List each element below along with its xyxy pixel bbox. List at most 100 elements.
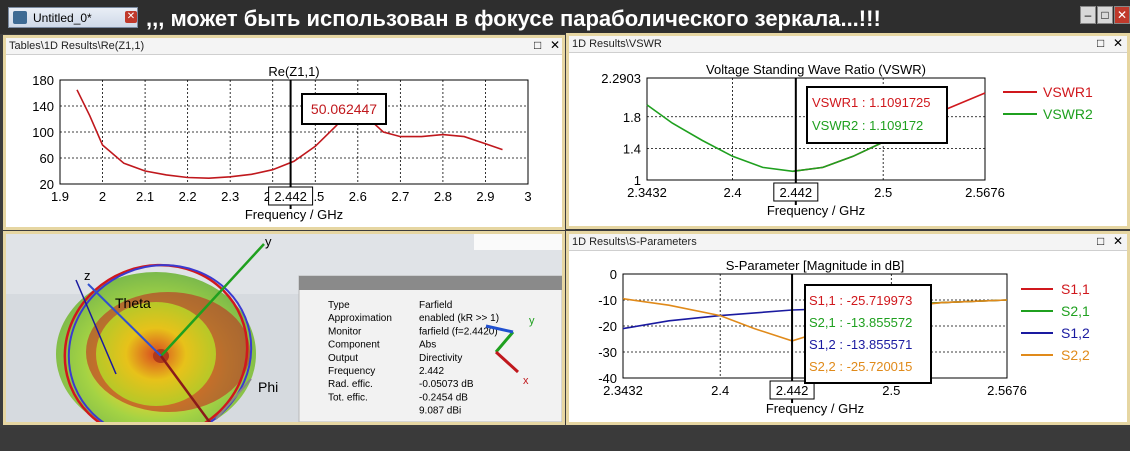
y-tick-label: 20 bbox=[40, 177, 54, 192]
info-value: Directivity bbox=[419, 353, 462, 364]
farfield-info-box bbox=[298, 275, 562, 422]
legend-label: S2,2 bbox=[1061, 347, 1090, 363]
x-axis-label: Frequency / GHz bbox=[766, 401, 864, 416]
x-tick-label: 2.3432 bbox=[603, 383, 643, 398]
y-tick-label: -30 bbox=[598, 345, 617, 360]
window-maximize-button[interactable]: □ bbox=[1097, 6, 1113, 24]
x-tick-label: 2.4 bbox=[711, 383, 729, 398]
y-axis-line bbox=[160, 243, 265, 357]
panel-close-button[interactable]: ✕ bbox=[1113, 36, 1124, 50]
panel-maximize-button[interactable]: □ bbox=[1097, 36, 1105, 50]
marker-value-label: 2.442 bbox=[780, 185, 813, 200]
x-axis-label: Frequency / GHz bbox=[245, 207, 343, 222]
x-tick-label: 2.3 bbox=[221, 189, 239, 204]
annotation-value: 50.062447 bbox=[311, 101, 377, 117]
y-tick-label: 2.2903 bbox=[601, 71, 641, 86]
info-value: Abs bbox=[419, 340, 436, 351]
z-axis-label: z bbox=[84, 268, 91, 283]
chart-title: Re(Z1,1) bbox=[268, 64, 319, 79]
panel-close-button[interactable]: ✕ bbox=[1113, 234, 1124, 248]
y-tick-label: 1.8 bbox=[623, 110, 641, 125]
re-z11-panel: Tables\1D Results\Re(Z1,1) □ ✕ Re(Z1,1) 1… bbox=[3, 35, 565, 230]
info-value: -0.2454 dB bbox=[419, 392, 468, 403]
legend-label: VSWR1 bbox=[1043, 84, 1093, 100]
panel-path-vswr: 1D Results\VSWR bbox=[572, 38, 662, 50]
marker-box bbox=[773, 182, 819, 202]
info-value: farfield (f=2.4420) bbox=[419, 326, 498, 337]
readout-text: VSWR2 : 1.109172 bbox=[812, 118, 923, 133]
panel-maximize-button[interactable]: □ bbox=[534, 38, 542, 52]
farfield-toolbar-strip bbox=[474, 234, 562, 250]
legend-label: VSWR2 bbox=[1043, 106, 1093, 122]
marker-value-label: 2.442 bbox=[776, 383, 809, 398]
window-close-button[interactable]: ✕ bbox=[1114, 6, 1130, 24]
y-tick-label: -20 bbox=[598, 319, 617, 334]
farfield-info-table: Type Farfield Approximation enabled (kR >> … bbox=[328, 300, 499, 417]
status-bar bbox=[0, 428, 1130, 451]
banner-text: ,,, может быть использован в фокусе пара… bbox=[146, 6, 881, 31]
readout-box bbox=[804, 284, 932, 384]
farfield-panel: y z Theta Phi Type Farfield Approximation e… bbox=[3, 231, 565, 425]
x-tick-label: 3 bbox=[524, 189, 531, 204]
re-z11-chart[interactable]: Re(Z1,1)1.922.12.22.32.42.52.62.72.82.93… bbox=[6, 38, 562, 227]
phi-arrow bbox=[215, 378, 252, 420]
theta-arrow bbox=[75, 279, 117, 375]
y-axis-label: y bbox=[265, 234, 272, 249]
x-tick-label: 2.7 bbox=[391, 189, 409, 204]
info-key: Tot. effic. bbox=[328, 392, 368, 403]
readout-text: S1,1 : -25.719973 bbox=[809, 293, 912, 308]
panel-maximize-button[interactable]: □ bbox=[1097, 234, 1105, 248]
y-tick-label: 140 bbox=[32, 99, 54, 114]
panel-title-re: Tables\1D Results\Re(Z1,1) □ ✕ bbox=[6, 38, 562, 55]
panel-path-sparam: 1D Results\S-Parameters bbox=[572, 236, 697, 248]
marker-box bbox=[268, 186, 314, 206]
x-tick-label: 2.6 bbox=[349, 189, 367, 204]
x-tick-label: 2.1 bbox=[136, 189, 154, 204]
mini-axis-x-label: x bbox=[523, 375, 529, 387]
info-key: Type bbox=[328, 300, 350, 311]
info-key: Output bbox=[328, 353, 358, 364]
x-tick-label: 2.2 bbox=[179, 189, 197, 204]
panel-title-vswr: 1D Results\VSWR □ ✕ bbox=[569, 36, 1127, 53]
info-value: Farfield bbox=[419, 300, 452, 311]
vswr-chart[interactable]: Voltage Standing Wave Ratio (VSWR) 2.3432… bbox=[569, 36, 1127, 226]
z-axis-line bbox=[87, 283, 162, 357]
readout-box bbox=[806, 86, 948, 144]
info-key: Frequency bbox=[328, 366, 375, 377]
x-tick-label: 2.5 bbox=[882, 383, 900, 398]
info-key: Monitor bbox=[328, 326, 362, 337]
x-tick-label: 2 bbox=[99, 189, 106, 204]
info-value: enabled (kR >> 1) bbox=[419, 313, 499, 324]
info-key: Rad. effic. bbox=[328, 379, 373, 390]
mini-axis-y-label: y bbox=[529, 315, 535, 327]
farfield-view[interactable]: y z Theta Phi Type Farfield Approximation e… bbox=[6, 234, 562, 422]
y-tick-label: 60 bbox=[40, 151, 54, 166]
farfield-info-header bbox=[299, 276, 562, 290]
chart-title: Voltage Standing Wave Ratio (VSWR) bbox=[706, 62, 926, 77]
series-line-0 bbox=[76, 89, 503, 180]
vswr-panel: 1D Results\VSWR □ ✕ Voltage Standing Wav… bbox=[566, 33, 1130, 229]
x-tick-label: 2.5676 bbox=[965, 185, 1005, 200]
annotation-box bbox=[301, 93, 387, 125]
y-tick-label: -10 bbox=[598, 293, 617, 308]
info-value: 2.442 bbox=[419, 366, 444, 377]
y-tick-label: 1.4 bbox=[623, 141, 641, 156]
info-value: -0.05073 dB bbox=[419, 379, 474, 390]
panel-close-button[interactable]: ✕ bbox=[550, 38, 561, 52]
series-line-vswr2 bbox=[646, 104, 884, 173]
sparam-chart[interactable]: S-Parameter [Magnitude in dB] 2.3432 2.4 2.… bbox=[569, 234, 1127, 422]
x-axis-line bbox=[159, 355, 212, 422]
x-tick-label: 2.4 bbox=[724, 185, 742, 200]
y-tick-label: -40 bbox=[598, 371, 617, 386]
x-tick-label: 2.5 bbox=[874, 185, 892, 200]
window-minimize-button[interactable]: – bbox=[1080, 6, 1096, 24]
document-tab[interactable]: Untitled_0* ✕ bbox=[8, 7, 138, 28]
info-value: 9.087 dBi bbox=[419, 406, 461, 417]
chart-title: S-Parameter [Magnitude in dB] bbox=[726, 258, 904, 273]
legend-label: S1,2 bbox=[1061, 325, 1090, 341]
close-tab-icon[interactable]: ✕ bbox=[125, 11, 137, 23]
x-tick-label: 2.5676 bbox=[987, 383, 1027, 398]
y-tick-label: 0 bbox=[610, 267, 617, 282]
document-icon bbox=[13, 11, 27, 24]
x-tick-label: 1.9 bbox=[51, 189, 69, 204]
